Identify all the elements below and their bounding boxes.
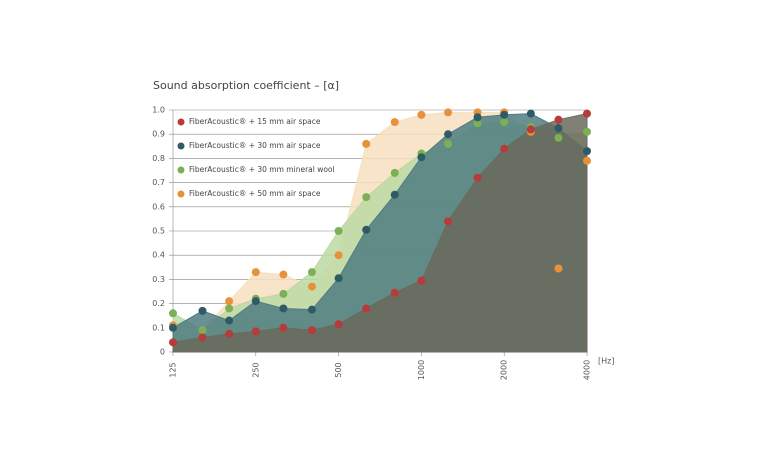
y-tick-label: 0 (160, 348, 165, 357)
y-tick-label: 0.1 (152, 323, 165, 332)
point (390, 168, 399, 177)
point (444, 108, 453, 117)
point (473, 119, 482, 128)
x-tick-label: 2000 (500, 360, 509, 380)
point (583, 127, 591, 136)
point (225, 329, 234, 338)
point (417, 153, 426, 162)
legend-text: FiberAcoustic® + 30 mm mineral wool (189, 165, 335, 174)
legend-marker (177, 190, 185, 198)
y-tick-label: 0.6 (152, 202, 165, 211)
point (225, 304, 234, 313)
legend-text: FiberAcoustic® + 30 mm air space (189, 141, 321, 150)
point (444, 139, 453, 148)
point (169, 309, 177, 318)
point (473, 173, 482, 182)
point (307, 282, 316, 291)
point (583, 109, 591, 118)
x-tick-label: 500 (334, 362, 343, 377)
point (251, 297, 260, 306)
point (390, 190, 399, 199)
point (279, 323, 288, 332)
point (362, 193, 371, 202)
y-tick-label: 0.3 (152, 275, 165, 284)
point (362, 139, 371, 148)
point (198, 306, 207, 315)
legend-marker (177, 166, 185, 174)
point (583, 156, 591, 165)
x-tick-label: 4000 (583, 360, 592, 380)
point (554, 124, 563, 133)
point (583, 147, 591, 156)
legend-text: FiberAcoustic® + 15 mm air space (189, 117, 321, 126)
point (225, 316, 234, 325)
point (554, 264, 563, 273)
legend-text: FiberAcoustic® + 50 mm air space (189, 189, 321, 198)
chart-title: Sound absorption coefficient – [α] (153, 79, 339, 92)
y-tick-label: 1.0 (152, 106, 165, 115)
point (225, 297, 234, 306)
point (500, 118, 509, 127)
point (500, 144, 509, 153)
x-tick-label: 250 (251, 362, 260, 377)
y-tick-label: 0.5 (152, 227, 165, 236)
point (279, 304, 288, 313)
x-unit: [Hz] (598, 357, 614, 366)
point (307, 268, 316, 277)
point (526, 125, 535, 134)
point (334, 320, 343, 329)
point (279, 289, 288, 298)
point (198, 326, 207, 335)
point (251, 327, 260, 336)
x-tick-label: 1000 (417, 360, 426, 380)
point (444, 130, 453, 139)
legend-marker (177, 118, 185, 126)
point (362, 304, 371, 313)
point (334, 227, 343, 235)
point (417, 276, 426, 285)
y-tick-label: 0.4 (152, 251, 165, 260)
point (554, 133, 563, 142)
point (307, 326, 316, 335)
point (169, 338, 177, 347)
point (198, 333, 207, 342)
x-tick-label: 125 (169, 362, 178, 377)
point (417, 110, 426, 119)
point (390, 288, 399, 297)
point (279, 270, 288, 279)
legend-marker (177, 142, 185, 150)
point (390, 118, 399, 127)
point (169, 323, 177, 332)
point (554, 115, 563, 124)
y-tick-label: 0.2 (152, 299, 165, 308)
point (526, 109, 535, 118)
point (362, 225, 371, 234)
y-tick-label: 0.9 (152, 130, 165, 139)
point (334, 274, 343, 283)
point (251, 268, 260, 277)
y-tick-label: 0.8 (152, 154, 165, 163)
point (307, 305, 316, 314)
point (500, 110, 509, 119)
point (334, 251, 343, 260)
point (444, 217, 453, 226)
point (473, 113, 482, 122)
y-tick-label: 0.7 (152, 178, 165, 187)
